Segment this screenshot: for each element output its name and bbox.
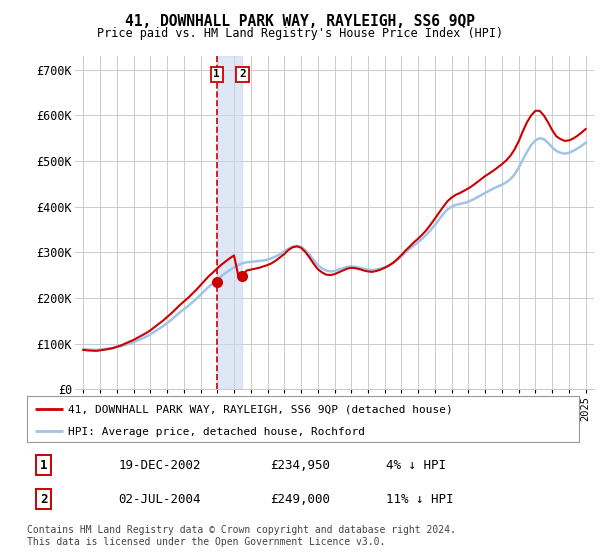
Text: Contains HM Land Registry data © Crown copyright and database right 2024.
This d: Contains HM Land Registry data © Crown c… <box>27 525 456 547</box>
Text: 4% ↓ HPI: 4% ↓ HPI <box>386 459 446 472</box>
Text: Price paid vs. HM Land Registry's House Price Index (HPI): Price paid vs. HM Land Registry's House … <box>97 27 503 40</box>
Text: £249,000: £249,000 <box>270 493 330 506</box>
Text: 11% ↓ HPI: 11% ↓ HPI <box>386 493 454 506</box>
Text: 41, DOWNHALL PARK WAY, RAYLEIGH, SS6 9QP (detached house): 41, DOWNHALL PARK WAY, RAYLEIGH, SS6 9QP… <box>68 404 453 414</box>
Text: £234,950: £234,950 <box>270 459 330 472</box>
Text: 19-DEC-2002: 19-DEC-2002 <box>118 459 200 472</box>
Text: 41, DOWNHALL PARK WAY, RAYLEIGH, SS6 9QP: 41, DOWNHALL PARK WAY, RAYLEIGH, SS6 9QP <box>125 14 475 29</box>
Text: 2: 2 <box>239 69 246 80</box>
Text: 1: 1 <box>214 69 220 80</box>
Text: 02-JUL-2004: 02-JUL-2004 <box>118 493 200 506</box>
Text: 2: 2 <box>40 493 47 506</box>
Text: HPI: Average price, detached house, Rochford: HPI: Average price, detached house, Roch… <box>68 427 365 437</box>
Text: 1: 1 <box>40 459 47 472</box>
Bar <box>217 56 242 389</box>
